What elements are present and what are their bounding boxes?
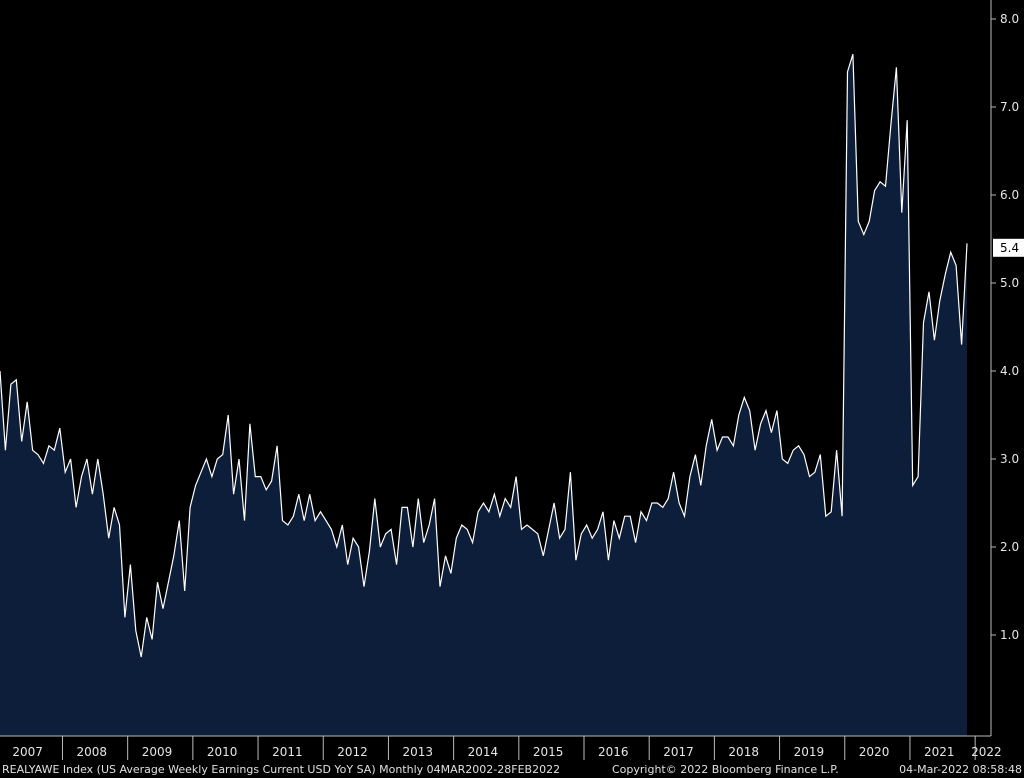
x-tick-label: 2021 — [924, 745, 955, 759]
x-tick-label: 2014 — [468, 745, 499, 759]
x-tick-label: 2013 — [402, 745, 433, 759]
y-tick-label: 7.0 — [1000, 100, 1019, 114]
x-axis: 2007 2008 2009 2010 2011 2012 2013 2014 2015 2016… — [0, 735, 1002, 760]
x-tick-label: 2018 — [728, 745, 759, 759]
footer-source: REALYAWE Index (US Average Weekly Earnin… — [2, 763, 561, 776]
series-line — [0, 54, 968, 658]
y-tick-label: 2.0 — [1000, 540, 1019, 554]
x-tick-label: 2009 — [142, 745, 173, 759]
x-tick-label: 2015 — [533, 745, 564, 759]
x-tick-label: 2022 — [971, 745, 1002, 759]
x-tick-label: 2010 — [207, 745, 238, 759]
x-tick-label: 2007 — [12, 745, 43, 759]
plot-area — [0, 54, 968, 736]
footer: REALYAWE Index (US Average Weekly Earnin… — [0, 762, 1024, 778]
x-tick-label: 2012 — [337, 745, 368, 759]
y-tick-label: 1.0 — [1000, 628, 1019, 642]
x-tick-label: 2017 — [663, 745, 694, 759]
x-tick-label: 2019 — [794, 745, 825, 759]
y-tick-label: 3.0 — [1000, 452, 1019, 466]
series-area — [0, 54, 967, 736]
y-tick-label: 6.0 — [1000, 188, 1019, 202]
x-tick-label: 2020 — [859, 745, 890, 759]
x-tick-label: 2008 — [77, 745, 108, 759]
y-tick-label: 4.0 — [1000, 364, 1019, 378]
footer-timestamp: 04-Mar-2022 08:58:48 — [899, 763, 1022, 776]
last-value-box — [993, 238, 1024, 257]
y-tick-label: 8.0 — [1000, 12, 1019, 26]
y-axis: 1.0 2.0 3.0 4.0 5.0 6.0 7.0 8.0 5.4 — [990, 0, 1024, 736]
footer-copyright: Copyright© 2022 Bloomberg Finance L.P. — [612, 763, 839, 776]
y-tick-label: 5.0 — [1000, 276, 1019, 290]
last-value-label: 5.4 — [1000, 241, 1019, 255]
x-tick-label: 2016 — [598, 745, 629, 759]
x-tick-label: 2011 — [272, 745, 303, 759]
